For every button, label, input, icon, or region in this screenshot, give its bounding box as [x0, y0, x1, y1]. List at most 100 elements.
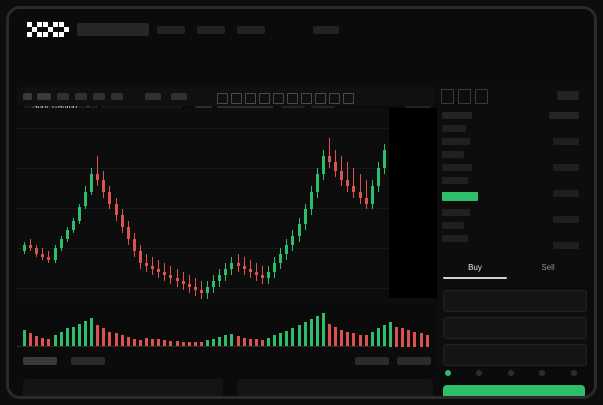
okx-logo-icon[interactable]	[27, 22, 71, 37]
volume-bar	[84, 320, 87, 347]
volume-bar	[157, 339, 161, 347]
indicator-button[interactable]	[145, 93, 161, 100]
candle-wick	[347, 161, 349, 192]
slider-dot-0[interactable]	[445, 370, 451, 376]
brush-icon[interactable]	[287, 93, 298, 104]
candle-wick	[48, 251, 50, 264]
order-total-field[interactable]	[443, 344, 587, 366]
fib-icon[interactable]	[273, 93, 284, 104]
orderbook-depth-selector[interactable]	[557, 91, 579, 100]
candle-wick	[164, 263, 166, 282]
wave-icon[interactable]	[259, 93, 270, 104]
candle-wick	[36, 245, 38, 258]
candle	[84, 185, 87, 210]
slider-dot-4[interactable]	[571, 370, 577, 376]
candle	[303, 203, 307, 231]
buy-sell-tabs[interactable]: Buy Sell	[439, 259, 584, 281]
search-input[interactable]	[77, 23, 149, 36]
candle	[328, 137, 331, 168]
candle	[218, 269, 222, 288]
magnet-icon[interactable]	[301, 93, 312, 104]
bottom-card-right[interactable]	[237, 379, 433, 396]
orderbook-value-cell	[553, 164, 579, 171]
candle-wick	[292, 230, 294, 252]
volume-bar	[413, 331, 417, 347]
nav-item-3[interactable]	[237, 26, 265, 34]
tab-sell[interactable]: Sell	[512, 259, 584, 277]
volume-bar	[321, 313, 325, 347]
timeframe-button-2[interactable]	[37, 93, 51, 100]
volume-bar	[102, 328, 106, 347]
timeframe-button-3[interactable]	[57, 93, 69, 100]
settings-button[interactable]	[171, 93, 187, 100]
candle-wick	[188, 275, 190, 294]
candle-wick	[115, 197, 117, 222]
trading-sub-bar: Spot Trading	[9, 47, 594, 116]
orderbook-view-toggles[interactable]	[441, 89, 501, 104]
slider-dot-3[interactable]	[539, 370, 545, 376]
orderbook-both-icon[interactable]	[441, 89, 454, 104]
submit-buy-button[interactable]	[443, 385, 585, 396]
candle-wick	[274, 257, 276, 279]
eye-icon[interactable]	[315, 93, 326, 104]
timeframe-button-4[interactable]	[75, 93, 87, 100]
chart-footer-tab-2[interactable]	[71, 357, 105, 365]
orderbook-bid-row[interactable]	[442, 209, 470, 216]
orderbook-ask-row[interactable]	[442, 164, 472, 171]
candle	[41, 248, 45, 261]
orderbook-ask-row[interactable]	[442, 138, 470, 145]
slider-dot-2[interactable]	[508, 370, 514, 376]
trendline-icon[interactable]	[245, 93, 256, 104]
orderbook-ask-row[interactable]	[442, 112, 472, 119]
slider-dot-1[interactable]	[476, 370, 482, 376]
orderbook-ask-row[interactable]	[442, 177, 468, 184]
chart-footer-tab-1[interactable]	[23, 357, 57, 365]
candlestick-chart[interactable]	[17, 108, 435, 303]
candle	[376, 161, 380, 192]
candle-wick	[316, 167, 318, 198]
volume-bar	[389, 322, 392, 347]
timeframe-button-5[interactable]	[93, 93, 105, 100]
volume-bar	[334, 326, 338, 347]
lock-icon[interactable]	[329, 93, 340, 104]
amount-slider[interactable]	[445, 370, 585, 377]
candle-wick	[97, 155, 99, 186]
nav-item-2[interactable]	[197, 26, 225, 34]
candle	[53, 245, 57, 264]
candle	[321, 149, 325, 180]
candle-wick	[243, 257, 245, 276]
order-price-field[interactable]	[443, 290, 587, 312]
candle	[279, 248, 283, 270]
candle	[90, 167, 94, 195]
volume-bar	[346, 331, 350, 347]
timeframe-button-1[interactable]	[23, 93, 32, 100]
orderbook-bids-icon[interactable]	[458, 89, 471, 104]
orderbook-value-cell	[553, 190, 579, 197]
volume-bar	[376, 328, 380, 347]
candle-wick	[78, 203, 80, 225]
volume-bar	[65, 328, 69, 347]
orderbook-bid-row[interactable]	[442, 235, 468, 242]
candle-wick	[121, 209, 123, 234]
nav-item-4[interactable]	[313, 26, 339, 34]
bottom-card-left[interactable]	[23, 379, 223, 396]
nav-item-1[interactable]	[157, 26, 185, 34]
chart-toolbar[interactable]	[17, 87, 435, 106]
orderbook-bid-row[interactable]	[442, 222, 464, 229]
orderbook-asks-icon[interactable]	[475, 89, 488, 104]
chart-footer-tab-3[interactable]	[355, 357, 389, 365]
tab-buy[interactable]: Buy	[439, 259, 511, 279]
trash-icon[interactable]	[343, 93, 354, 104]
candle	[77, 203, 81, 225]
crosshair-icon[interactable]	[231, 93, 242, 104]
orderbook-ask-row[interactable]	[442, 151, 464, 158]
volume-bar	[151, 338, 155, 347]
chart-footer-tab-4[interactable]	[397, 357, 431, 365]
order-amount-field[interactable]	[443, 317, 587, 339]
candle-wick	[304, 203, 306, 231]
orderbook-ask-row[interactable]	[442, 125, 466, 132]
candle	[138, 245, 142, 270]
cursor-icon[interactable]	[217, 93, 228, 104]
timeframe-button-6[interactable]	[111, 93, 123, 100]
volume-bar	[358, 334, 362, 347]
